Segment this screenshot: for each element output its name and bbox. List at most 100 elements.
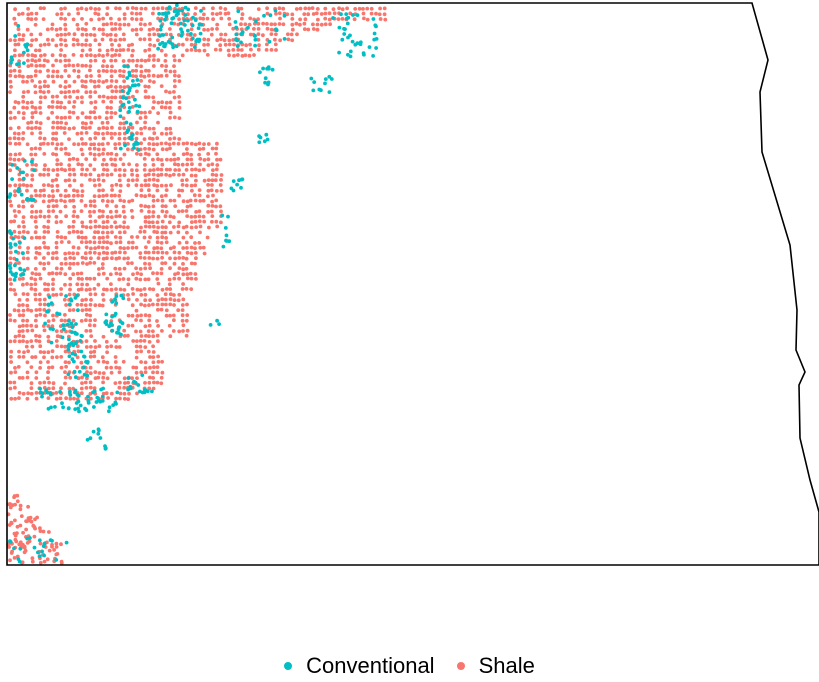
shale-point [105, 64, 110, 69]
shale-point [84, 318, 88, 323]
conventional-point [362, 52, 366, 57]
shale-point [59, 235, 64, 240]
shale-point [227, 42, 232, 47]
shale-point [209, 32, 214, 37]
shale-point [189, 245, 194, 250]
shale-point [38, 43, 43, 48]
shale-point [117, 53, 122, 57]
shale-point [177, 276, 182, 281]
shale-point [219, 220, 223, 225]
shale-point [71, 245, 76, 250]
shale-point [38, 302, 43, 307]
shale-point [164, 287, 169, 291]
shale-point [198, 16, 203, 21]
shale-point [6, 502, 11, 507]
shale-point [172, 90, 176, 94]
shale-point [22, 544, 27, 549]
shale-point [59, 365, 64, 370]
shale-point [93, 183, 97, 188]
shale-point [54, 545, 59, 549]
shale-point [50, 110, 54, 115]
shale-point [96, 84, 101, 89]
shale-point [76, 193, 80, 198]
shale-point [21, 220, 26, 224]
shale-point [34, 125, 38, 130]
conventional-point [24, 45, 29, 49]
shale-point [113, 22, 118, 26]
shale-point [88, 43, 92, 47]
shale-point [59, 42, 63, 47]
shale-point [62, 131, 67, 135]
shale-point [67, 251, 72, 256]
shale-point [201, 167, 206, 172]
shale-point [96, 245, 101, 250]
conventional-point [115, 390, 120, 395]
shale-point [97, 224, 102, 229]
shale-point [72, 209, 77, 214]
shale-point [130, 235, 134, 239]
shale-point [51, 282, 55, 286]
conventional-point [14, 258, 19, 262]
shale-point [148, 365, 152, 370]
conventional-point [174, 44, 179, 49]
conventional-point [61, 323, 66, 328]
shale-point [197, 147, 202, 152]
shale-point [102, 287, 106, 292]
conventional-point [19, 192, 24, 197]
shale-point [156, 360, 161, 364]
shale-point [131, 365, 136, 370]
shale-point [26, 504, 30, 509]
shale-point [156, 111, 161, 115]
shale-point [51, 277, 55, 282]
shale-point [156, 339, 160, 344]
shale-point [59, 12, 64, 16]
shale-point [146, 329, 151, 333]
conventional-point [100, 394, 105, 399]
shale-point [63, 204, 68, 209]
shale-point [214, 219, 219, 224]
shale-point [79, 360, 84, 365]
shale-point [8, 73, 13, 78]
shale-point [67, 137, 71, 142]
shale-point [109, 287, 114, 292]
shale-point [189, 276, 194, 281]
conventional-point [131, 79, 135, 83]
conventional-point [239, 32, 244, 36]
shale-point [76, 162, 81, 167]
shale-point [185, 230, 189, 235]
shale-point [75, 189, 80, 194]
shale-point [114, 240, 119, 245]
shale-point [168, 27, 172, 31]
shale-point [46, 282, 51, 287]
shale-point [83, 235, 88, 240]
conventional-point [183, 5, 188, 10]
shale-point [142, 137, 147, 142]
shale-point [18, 503, 23, 508]
shale-point [51, 168, 56, 173]
shale-point [139, 209, 144, 213]
shale-point [105, 230, 110, 235]
conventional-point [126, 64, 130, 69]
shale-point [16, 136, 21, 141]
shale-point [180, 287, 185, 291]
shale-point [41, 199, 46, 204]
shale-point [34, 48, 38, 53]
shale-point [202, 12, 206, 17]
conventional-point [22, 268, 27, 273]
shale-point [84, 386, 89, 390]
shale-point [298, 6, 303, 11]
shale-point [113, 53, 118, 57]
shale-point [41, 529, 46, 534]
shale-point [25, 79, 29, 84]
conventional-point [163, 17, 167, 22]
shale-point [42, 350, 47, 355]
conventional-point [17, 559, 22, 564]
shale-point [160, 302, 165, 307]
shale-point [51, 386, 56, 391]
shale-point [80, 282, 84, 287]
conventional-point [233, 20, 238, 24]
shale-point [315, 22, 320, 27]
conventional-point [74, 322, 78, 326]
shale-point [327, 11, 332, 16]
shale-point [93, 292, 98, 297]
